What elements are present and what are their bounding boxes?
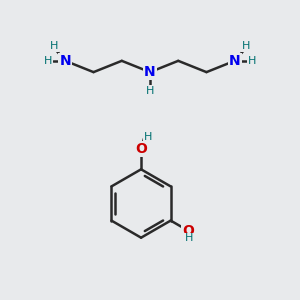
- Text: N: N: [144, 65, 156, 79]
- Text: H: H: [50, 41, 58, 51]
- Text: H: H: [144, 132, 153, 142]
- Text: H: H: [185, 233, 193, 243]
- Text: H: H: [248, 56, 256, 66]
- Text: O: O: [182, 224, 194, 238]
- Text: O: O: [135, 142, 147, 156]
- Text: N: N: [229, 54, 241, 68]
- Text: H: H: [44, 56, 52, 66]
- Text: H: H: [146, 85, 154, 96]
- Text: H: H: [242, 41, 250, 51]
- Text: N: N: [59, 54, 71, 68]
